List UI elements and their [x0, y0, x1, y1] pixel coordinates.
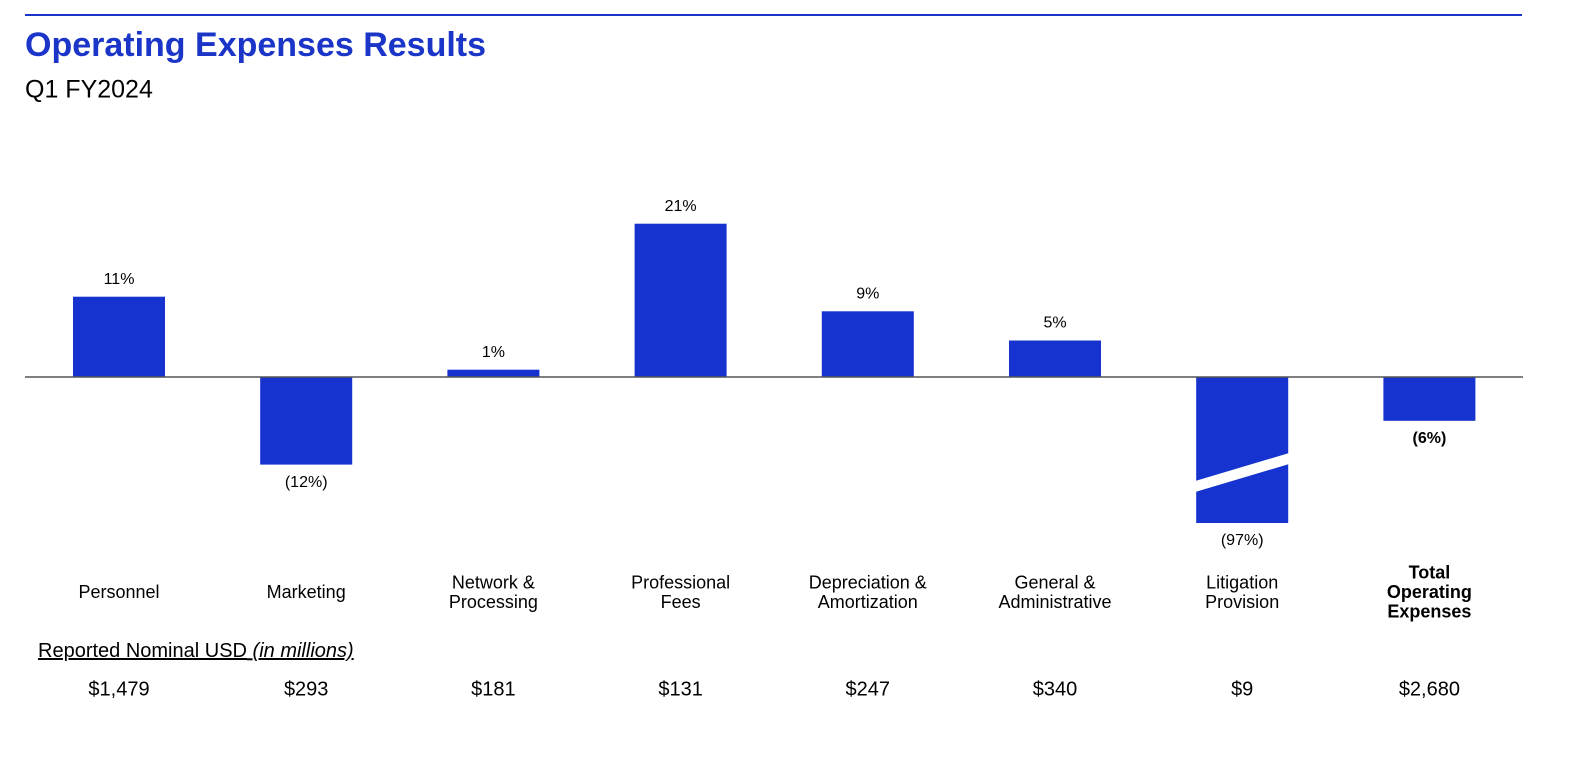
- nominal-value: $1,479: [88, 678, 149, 700]
- x-tick-label: Network & Processing: [449, 572, 538, 612]
- bar: [1383, 377, 1476, 421]
- nominal-value: $340: [1033, 678, 1078, 700]
- x-tick-label: General & Administrative: [998, 572, 1111, 612]
- nominal-value: $9: [1231, 678, 1253, 700]
- x-tick-label: Personnel: [78, 582, 159, 602]
- chart-title: Operating Expenses Results: [25, 26, 486, 64]
- bar: [260, 377, 353, 465]
- chart-subtitle: Q1 FY2024: [25, 76, 153, 104]
- value-label: 5%: [1043, 315, 1066, 332]
- bar-break: [1195, 453, 1290, 492]
- nominal-value: $131: [658, 678, 703, 700]
- x-tick-label: Marketing: [267, 582, 346, 602]
- nominal-value: $2,680: [1399, 678, 1460, 700]
- nominal-value: $293: [284, 678, 329, 700]
- bar: [634, 223, 727, 377]
- x-tick-label: Total Operating Expenses: [1387, 562, 1472, 621]
- value-label: 11%: [104, 271, 135, 288]
- nominal-value: $181: [471, 678, 516, 700]
- nominal-unit: (in millions): [253, 640, 354, 662]
- bar: [73, 296, 165, 377]
- x-tick-label: Litigation Provision: [1205, 572, 1279, 612]
- value-label: 9%: [856, 286, 879, 303]
- x-tick-label: Professional Fees: [631, 572, 730, 612]
- nominal-heading: Reported Nominal USD (in millions): [38, 640, 354, 662]
- value-label: (12%): [285, 474, 328, 491]
- value-label: 21%: [665, 198, 697, 215]
- bar: [1196, 377, 1289, 523]
- nominal-label: Reported Nominal USD: [38, 640, 247, 662]
- value-label: (97%): [1221, 532, 1264, 549]
- bar: [1009, 340, 1101, 377]
- nominal-value: $247: [846, 678, 891, 700]
- bar: [821, 311, 914, 377]
- x-tick-label: Depreciation & Amortization: [809, 572, 927, 612]
- bar: [447, 369, 540, 377]
- value-label: 1%: [482, 344, 505, 361]
- value-label: (6%): [1413, 430, 1447, 447]
